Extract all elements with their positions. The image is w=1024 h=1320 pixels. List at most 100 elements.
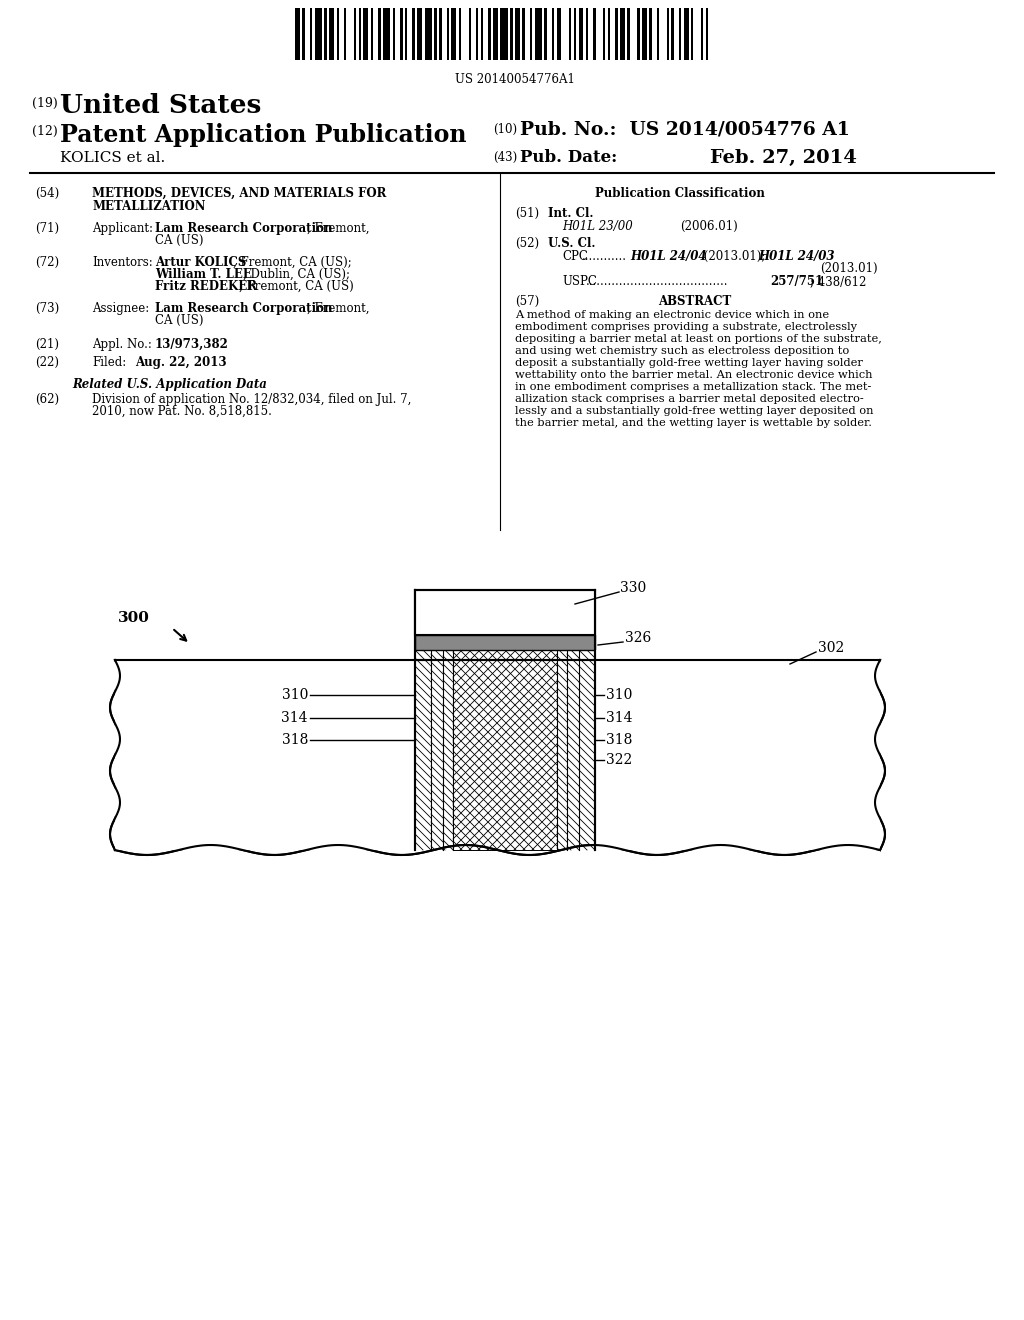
Text: Division of application No. 12/832,034, filed on Jul. 7,: Division of application No. 12/832,034, … <box>92 393 412 407</box>
Text: United States: United States <box>60 92 261 117</box>
Text: 300: 300 <box>118 611 150 624</box>
Bar <box>400 8 402 59</box>
Bar <box>649 8 652 59</box>
Text: (19): (19) <box>32 96 57 110</box>
Bar <box>579 649 595 850</box>
Bar <box>510 8 513 59</box>
Text: (51): (51) <box>515 207 539 220</box>
Bar <box>434 8 437 59</box>
Text: CPC: CPC <box>562 249 588 263</box>
Text: (22): (22) <box>35 356 59 370</box>
Text: US 20140054776A1: US 20140054776A1 <box>455 73 574 86</box>
Bar <box>302 8 305 59</box>
Bar <box>353 8 356 59</box>
Text: depositing a barrier metal at least on portions of the substrate,: depositing a barrier metal at least on p… <box>515 334 882 345</box>
Text: the barrier metal, and the wetting layer is wettable by solder.: the barrier metal, and the wetting layer… <box>515 418 872 428</box>
Bar <box>344 8 346 59</box>
Text: William T. LEE: William T. LEE <box>155 268 252 281</box>
Bar <box>439 8 441 59</box>
Text: (12): (12) <box>32 125 57 139</box>
Bar <box>469 8 471 59</box>
Text: (71): (71) <box>35 222 59 235</box>
Bar <box>493 8 498 59</box>
Text: Assignee:: Assignee: <box>92 302 150 315</box>
Text: 318: 318 <box>282 733 308 747</box>
Text: CA (US): CA (US) <box>155 314 204 327</box>
Bar <box>383 8 390 59</box>
Text: Inventors:: Inventors: <box>92 256 153 269</box>
Bar <box>706 8 709 59</box>
Text: Feb. 27, 2014: Feb. 27, 2014 <box>710 149 857 168</box>
Text: , Fremont, CA (US): , Fremont, CA (US) <box>239 280 353 293</box>
Text: Pub. No.:  US 2014/0054776 A1: Pub. No.: US 2014/0054776 A1 <box>520 121 850 139</box>
Text: 330: 330 <box>620 581 646 595</box>
Text: in one embodiment comprises a metallization stack. The met-: in one embodiment comprises a metallizat… <box>515 381 871 392</box>
Text: H01L 23/00: H01L 23/00 <box>562 220 633 234</box>
Text: (2013.01);: (2013.01); <box>700 249 769 263</box>
Text: 302: 302 <box>818 642 844 655</box>
Bar <box>586 8 589 59</box>
Text: 322: 322 <box>606 752 632 767</box>
Bar <box>358 8 361 59</box>
Bar <box>573 8 577 59</box>
Text: Appl. No.:: Appl. No.: <box>92 338 152 351</box>
Bar <box>481 8 483 59</box>
Bar <box>557 8 561 59</box>
Text: , Fremont, CA (US);: , Fremont, CA (US); <box>233 256 352 269</box>
Text: Lam Research Corporation: Lam Research Corporation <box>155 222 333 235</box>
Bar <box>364 8 369 59</box>
Text: wettability onto the barrier metal. An electronic device which: wettability onto the barrier metal. An e… <box>515 370 872 380</box>
Bar <box>459 8 461 59</box>
Text: A method of making an electronic device which in one: A method of making an electronic device … <box>515 310 829 319</box>
Bar <box>679 8 681 59</box>
Text: , Dublin, CA (US);: , Dublin, CA (US); <box>243 268 350 281</box>
Bar <box>425 8 432 59</box>
Text: deposit a substantially gold-free wetting layer having solder: deposit a substantially gold-free wettin… <box>515 358 863 368</box>
Bar <box>567 649 579 850</box>
Bar <box>529 8 532 59</box>
Bar <box>656 8 659 59</box>
Bar <box>557 649 567 850</box>
Bar <box>413 8 415 59</box>
Text: (2006.01): (2006.01) <box>680 220 737 234</box>
Bar <box>672 8 674 59</box>
Bar <box>667 8 669 59</box>
Text: (43): (43) <box>493 150 517 164</box>
Bar <box>337 8 339 59</box>
Bar <box>453 649 557 850</box>
Text: 257/751: 257/751 <box>770 275 823 288</box>
Bar <box>684 8 688 59</box>
Text: (54): (54) <box>35 187 59 201</box>
Bar <box>115 649 415 850</box>
Text: (62): (62) <box>35 393 59 407</box>
Bar <box>314 8 322 59</box>
Text: ABSTRACT: ABSTRACT <box>658 294 731 308</box>
Bar <box>452 8 457 59</box>
Text: METALLIZATION: METALLIZATION <box>92 201 206 213</box>
Bar <box>415 635 595 649</box>
Text: Patent Application Publication: Patent Application Publication <box>60 123 467 147</box>
Text: (52): (52) <box>515 238 539 249</box>
Text: Pub. Date:: Pub. Date: <box>520 149 617 166</box>
Text: ............: ............ <box>582 249 627 263</box>
Text: Publication Classification: Publication Classification <box>595 187 765 201</box>
Text: (10): (10) <box>493 123 517 136</box>
Text: CA (US): CA (US) <box>155 234 204 247</box>
Text: H01L 24/03: H01L 24/03 <box>758 249 835 263</box>
Text: , Fremont,: , Fremont, <box>307 222 370 235</box>
Text: Int. Cl.: Int. Cl. <box>548 207 594 220</box>
Text: (57): (57) <box>515 294 540 308</box>
Bar <box>642 8 647 59</box>
Text: embodiment comprises providing a substrate, electrolessly: embodiment comprises providing a substra… <box>515 322 857 333</box>
Text: H01L 24/04: H01L 24/04 <box>630 249 707 263</box>
Bar <box>593 8 596 59</box>
Bar <box>115 660 880 850</box>
Bar <box>371 8 373 59</box>
Bar <box>545 8 547 59</box>
Text: (73): (73) <box>35 302 59 315</box>
Text: Applicant:: Applicant: <box>92 222 153 235</box>
Bar <box>615 8 617 59</box>
Bar <box>515 8 520 59</box>
Bar <box>535 8 542 59</box>
Bar <box>608 8 610 59</box>
